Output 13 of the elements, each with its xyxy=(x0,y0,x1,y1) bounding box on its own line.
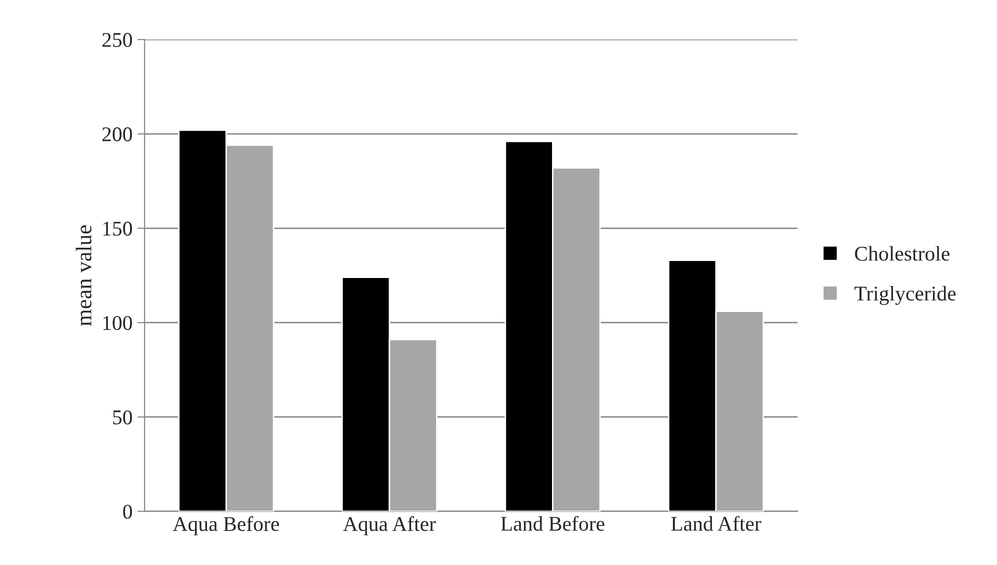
legend-label: Triglyceride xyxy=(854,286,956,305)
x-tick-label: Land Before xyxy=(500,516,604,531)
y-axis-title: mean value xyxy=(76,225,92,326)
y-tick-label: 50 xyxy=(113,410,132,424)
x-tick-label: Aqua Before xyxy=(172,516,279,536)
y-tick-label: 250 xyxy=(102,32,132,47)
legend-label: Cholestrole xyxy=(854,246,950,261)
y-tick-label: 200 xyxy=(102,127,132,142)
y-tick-label: 0 xyxy=(123,504,132,519)
x-tick-label: Aqua After xyxy=(343,516,436,536)
y-tick-label: 150 xyxy=(103,222,132,236)
x-tick-label: Land After xyxy=(671,516,762,531)
y-tick-label: 100 xyxy=(103,316,132,330)
